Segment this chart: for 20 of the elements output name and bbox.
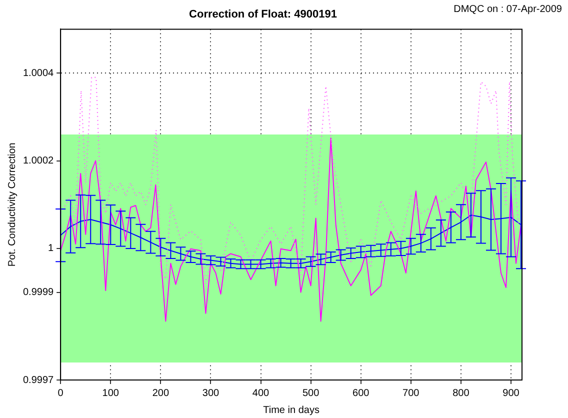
x-tick-label: 800 <box>452 388 470 399</box>
x-tick-label: 400 <box>252 388 270 399</box>
y-tick-label: 0.9997 <box>22 374 54 386</box>
line-series <box>60 76 519 284</box>
x-tick-label: 900 <box>502 388 520 399</box>
x-tick-label: 500 <box>302 388 320 399</box>
x-tick-label: 300 <box>202 388 220 399</box>
x-tick-label: 700 <box>402 388 420 399</box>
y-tick-label: 1.0002 <box>22 156 54 166</box>
x-tick-label: 600 <box>352 388 370 399</box>
x-tick-label: 100 <box>102 388 120 399</box>
y-axis-title: Pot. Conductivity Correction <box>6 142 18 267</box>
y-tick-label: 1 <box>48 243 54 254</box>
text: DMQC on : 07-Apr-2009 <box>454 4 562 15</box>
y-tick-label: 0.9999 <box>22 287 54 298</box>
y-tick-label: 1.0004 <box>22 68 54 79</box>
x-tick-label: 0 <box>58 388 64 399</box>
x-tick-label: 200 <box>152 388 170 399</box>
x-axis-title: Time in days <box>263 404 320 416</box>
chart-title: Correction of Float: 4900191 <box>189 8 337 21</box>
